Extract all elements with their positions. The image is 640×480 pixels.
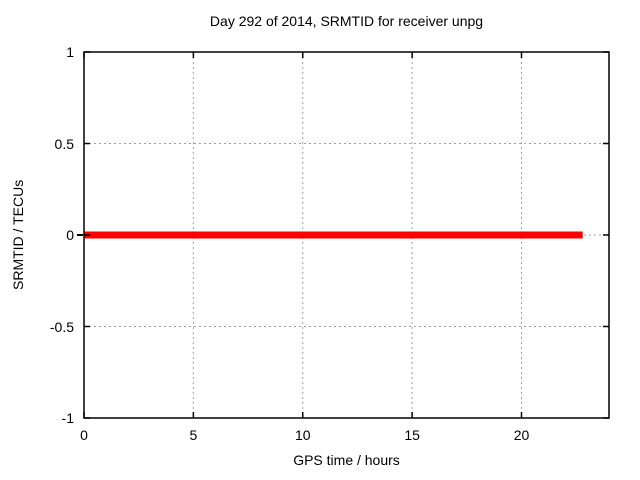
x-tick-label: 20 (513, 427, 530, 443)
y-tick-label: -0.5 (49, 318, 74, 335)
x-tick-label: 0 (80, 427, 88, 443)
y-tick-label: 0 (66, 227, 74, 243)
x-tick-label: 5 (189, 427, 198, 443)
y-tick-label: 0.5 (54, 135, 74, 152)
y-tick-label: 1 (66, 44, 74, 60)
x-axis-label: GPS time / hours (293, 452, 400, 468)
x-tick-label: 15 (404, 427, 420, 443)
y-tick-label: -1 (61, 410, 74, 426)
x-tick-label: 10 (294, 427, 311, 443)
chart-title: Day 292 of 2014, SRMTID for receiver unp… (209, 13, 484, 29)
